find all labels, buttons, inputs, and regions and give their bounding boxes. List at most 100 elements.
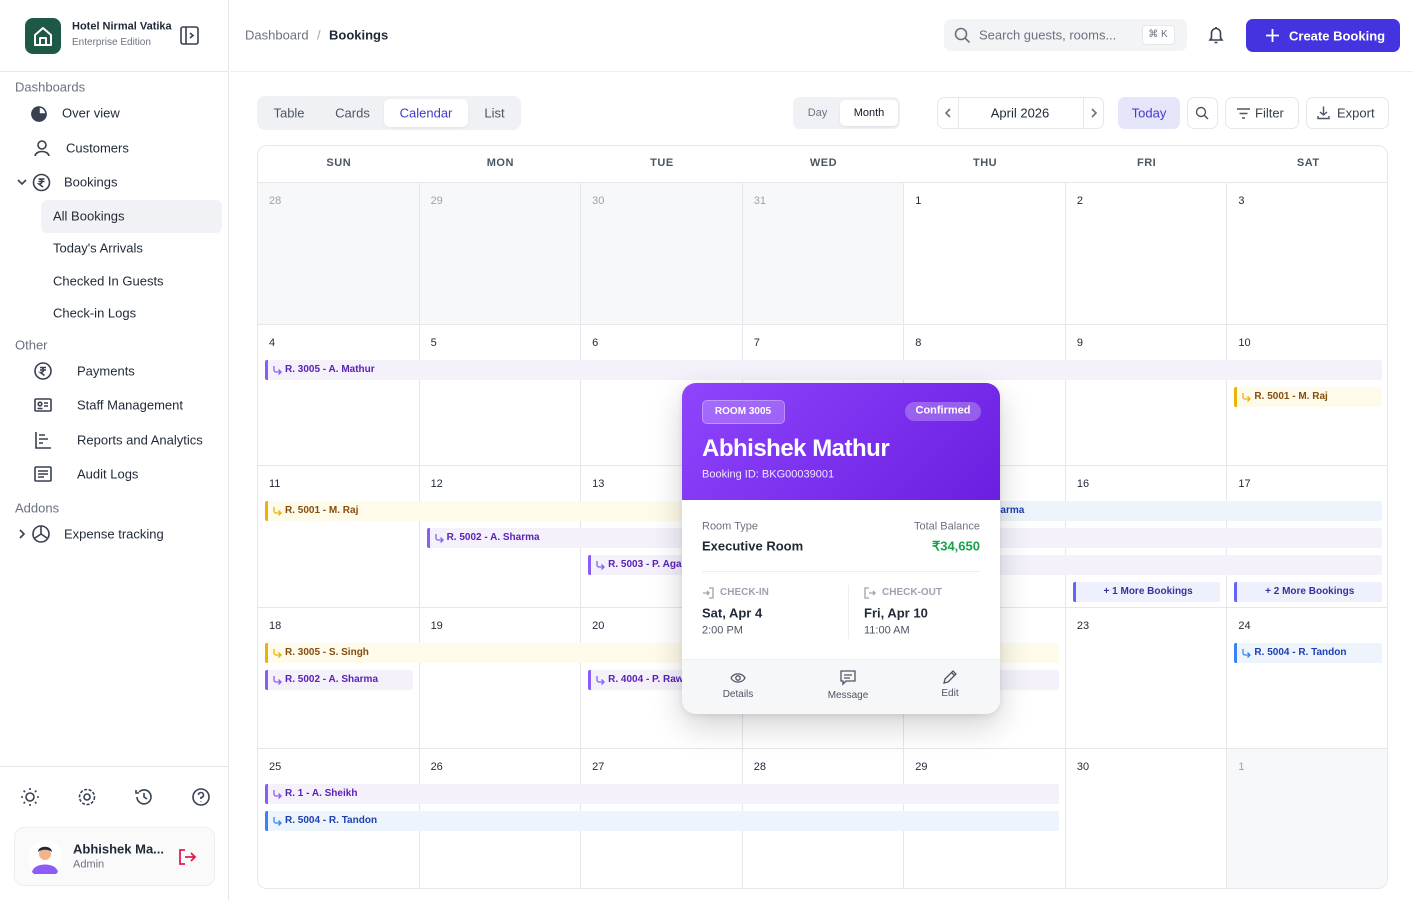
day-number: 12 (430, 478, 443, 491)
room-type-label: Room Type (702, 520, 759, 533)
filter-icon (1237, 108, 1250, 119)
day-cell[interactable] (1065, 323, 1228, 466)
nav-item[interactable]: Audit Logs (77, 466, 139, 482)
range-tabs: Day Month (793, 97, 900, 129)
weekday-label: THU (973, 157, 998, 169)
collapse-button[interactable] (180, 26, 200, 46)
event-label: R. 5004 - R. Tandon (1254, 646, 1347, 658)
day-cell[interactable] (258, 323, 420, 466)
nav-item[interactable]: Over view (62, 105, 120, 121)
nav-item[interactable]: Customers (66, 140, 129, 156)
nav-item[interactable]: Expense tracking (64, 526, 164, 542)
notifications-button[interactable] (1206, 25, 1226, 45)
day-cell[interactable] (742, 182, 905, 324)
search-icon (1195, 106, 1209, 120)
reports-icon (35, 432, 51, 449)
event-icon-path (273, 675, 282, 685)
sub-nav-item[interactable]: All Bookings (53, 208, 125, 224)
next-button[interactable] (1087, 106, 1101, 120)
check-out-time: 11:00 AM (864, 624, 910, 637)
settings-button[interactable] (77, 787, 97, 807)
booking-event[interactable]: + 1 More Bookings (1072, 582, 1221, 603)
details-action[interactable]: Details (722, 689, 754, 700)
theme-button[interactable] (20, 787, 40, 807)
view-tab[interactable]: Calendar (399, 105, 453, 121)
day-cell[interactable] (419, 182, 582, 324)
breadcrumb-link[interactable]: Dashboard (245, 27, 309, 43)
edit-action[interactable]: Edit (941, 688, 959, 699)
chevron-right[interactable] (16, 528, 28, 540)
divider (0, 71, 229, 72)
popup-footer (682, 659, 1000, 714)
help-button[interactable] (191, 787, 211, 807)
filter-button[interactable] (1225, 97, 1299, 129)
details-icon (730, 673, 746, 683)
event-icon-path (434, 534, 444, 544)
view-tab[interactable]: Cards (335, 105, 370, 121)
export-button[interactable] (1306, 97, 1389, 129)
search-button[interactable] (1187, 97, 1218, 129)
popup-header (682, 383, 1000, 500)
group-title: Addons (15, 500, 60, 516)
day-number: 31 (753, 195, 766, 207)
booking-event[interactable]: R. 5004 - R. Tandon (265, 811, 1059, 832)
search-placeholder: Search guests, rooms... (979, 27, 1117, 43)
create-booking-label: Create Booking (1289, 28, 1386, 44)
nav-item[interactable]: Reports and Analytics (77, 432, 203, 448)
day-cell[interactable] (419, 606, 582, 749)
sub-nav-item[interactable]: Checked In Guests (53, 273, 164, 289)
event-icon (273, 817, 282, 827)
day-cell[interactable] (1227, 182, 1387, 324)
day-cell[interactable] (419, 323, 582, 466)
event-icon (1242, 392, 1252, 402)
booking-event[interactable]: R. 1 - A. Sheikh (265, 784, 1059, 805)
history-button[interactable] (134, 787, 154, 807)
booking-event[interactable]: + 2 More Bookings (1234, 582, 1382, 603)
prev-button[interactable] (941, 106, 955, 120)
booking-event[interactable]: R. 5002 - A. Sharma (265, 669, 413, 690)
day-cell[interactable] (1227, 748, 1387, 888)
day-cell[interactable] (1065, 748, 1228, 888)
day-cell[interactable] (258, 182, 420, 324)
view-tabs: Table Cards Calendar List (257, 96, 521, 130)
event-icon-path (273, 817, 282, 827)
booking-popup: ROOM 3005 Confirmed Abhishek Mathur Book… (682, 383, 1000, 714)
active-highlight (41, 200, 222, 233)
nav-item[interactable]: Payments (77, 363, 135, 379)
booking-event[interactable]: R. 3005 - A. Mathur (265, 359, 1382, 380)
day-cell[interactable] (1065, 182, 1228, 324)
message-action[interactable]: Message (827, 690, 869, 701)
day-number: 1 (915, 195, 922, 207)
day-cell[interactable] (581, 182, 743, 324)
sub-nav-item[interactable]: Today's Arrivals (53, 240, 143, 256)
range-tab[interactable]: Day (807, 107, 828, 119)
weekday-label: MON (486, 157, 514, 169)
booking-event[interactable]: R. 5001 - M. Raj (1234, 386, 1382, 407)
user-avatar (28, 840, 62, 874)
day-number: 4 (269, 336, 276, 349)
day-number: 17 (1238, 478, 1251, 491)
payments-icon (34, 362, 52, 380)
day-cell[interactable] (1227, 606, 1387, 749)
export-icon (1317, 106, 1330, 120)
day-cell[interactable] (904, 182, 1066, 324)
day-number: 30 (1076, 761, 1090, 774)
day-number: 30 (592, 195, 605, 207)
today-button[interactable] (1118, 97, 1180, 129)
weekday-label: FRI (1137, 157, 1157, 169)
active-tab (840, 100, 898, 126)
view-tab[interactable]: List (484, 105, 505, 121)
chevron-down[interactable] (16, 176, 28, 188)
check-in-time: 2:00 PM (702, 624, 743, 637)
nav-item[interactable]: Staff Management (77, 397, 183, 413)
sub-nav-item[interactable]: Check-in Logs (53, 305, 137, 321)
day-cell[interactable] (1065, 606, 1228, 749)
event-icon-path (596, 561, 606, 571)
booking-event[interactable]: R. 5004 - R. Tandon (1234, 642, 1382, 663)
day-cell[interactable] (258, 465, 420, 607)
view-tab[interactable]: Table (273, 105, 305, 121)
logout-button[interactable] (177, 847, 197, 867)
day-number: 28 (753, 761, 766, 774)
range-tab[interactable]: Month (853, 107, 885, 119)
nav-item[interactable]: Bookings (64, 174, 118, 190)
